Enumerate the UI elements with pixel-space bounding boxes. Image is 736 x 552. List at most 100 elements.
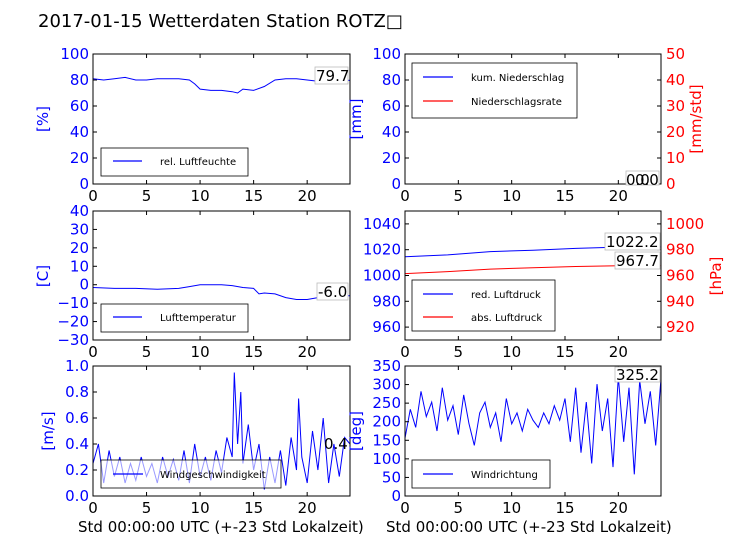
temperature-frame bbox=[92, 210, 351, 341]
ytick-label: 1000 bbox=[363, 267, 401, 285]
wind-direction-ylabel: [deg] bbox=[347, 411, 365, 451]
pressure-current-value-1: 1022.2 bbox=[606, 233, 659, 251]
ytick-label: 250 bbox=[372, 394, 401, 412]
wind-speed-legend-label: Windgeschwindigkeit bbox=[160, 470, 266, 481]
ytick-label-right: 50 bbox=[666, 45, 685, 63]
precipitation-legend bbox=[411, 62, 578, 119]
temperature-legend bbox=[100, 303, 249, 333]
ytick-label: 0.8 bbox=[65, 383, 89, 401]
ytick-label: 50 bbox=[382, 468, 401, 486]
xtick-label: 10 bbox=[191, 499, 210, 517]
pressure-current-box-1 bbox=[604, 232, 661, 251]
temperature-ylabel: [C] bbox=[34, 265, 52, 287]
ytick-label: 40 bbox=[70, 202, 89, 220]
ytick-label: 10 bbox=[70, 257, 89, 275]
xtick-label: 20 bbox=[298, 343, 317, 361]
ytick-label-right: 30 bbox=[666, 97, 685, 115]
ytick-label-right: 1000 bbox=[666, 215, 704, 233]
xtick-label: 15 bbox=[555, 187, 574, 205]
ytick-label-right: 40 bbox=[666, 71, 685, 89]
xtick-label: 20 bbox=[609, 499, 628, 517]
ytick-label-right: 960 bbox=[666, 267, 695, 285]
ytick-label: 1040 bbox=[363, 215, 401, 233]
humidity-legend-label: rel. Luftfeuchte bbox=[160, 157, 236, 168]
wind-direction-current-value: 325.2 bbox=[616, 366, 659, 384]
wind-direction-frame bbox=[404, 365, 662, 497]
ytick-label: 30 bbox=[70, 220, 89, 238]
temperature-legend-label: Lufttemperatur bbox=[160, 313, 237, 324]
xtick-label: 10 bbox=[191, 343, 210, 361]
pressure-ylabel-right: [hPa] bbox=[707, 257, 725, 296]
ytick-label: 40 bbox=[70, 123, 89, 141]
ytick-label: 100 bbox=[372, 450, 401, 468]
ytick-label-right: 920 bbox=[666, 318, 695, 336]
ytick-label-right: 20 bbox=[666, 123, 685, 141]
xtick-label: 0 bbox=[400, 187, 410, 205]
xtick-label: 0 bbox=[400, 499, 410, 517]
ytick-label: 40 bbox=[382, 123, 401, 141]
ytick-label-right: 0 bbox=[666, 175, 676, 193]
ytick-label: 1.0 bbox=[65, 357, 89, 375]
panel-humidity: 0 5 10 15 20 0 20 40 60 80 100 [%] rel. Luftfeucht… bbox=[34, 45, 351, 205]
xtick-label: 5 bbox=[454, 499, 464, 517]
precipitation-current-value: 0.0 bbox=[626, 171, 650, 189]
xtick-label: 20 bbox=[609, 343, 628, 361]
xtick-label: 15 bbox=[244, 499, 263, 517]
ytick-label: 0.6 bbox=[65, 409, 89, 427]
ytick-label: −10 bbox=[57, 294, 89, 312]
wind-direction-current-box bbox=[614, 366, 661, 383]
ytick-label: 20 bbox=[70, 239, 89, 257]
panel-wind-speed: 0 5 10 15 20 0.0 0.2 0.4 0.6 0.8 1.0 [m/s] Windges… bbox=[39, 357, 351, 517]
xtick-label: 15 bbox=[244, 187, 263, 205]
ytick-label: 0 bbox=[79, 175, 89, 193]
humidity-frame bbox=[92, 53, 351, 185]
xtick-label: 5 bbox=[454, 343, 464, 361]
ytick-label: 150 bbox=[372, 431, 401, 449]
pressure-legend-label-2: abs. Luftdruck bbox=[471, 313, 542, 324]
ytick-label: 80 bbox=[382, 71, 401, 89]
xtick-label: 15 bbox=[555, 499, 574, 517]
xtick-label: 20 bbox=[298, 187, 317, 205]
xtick-label: 20 bbox=[609, 187, 628, 205]
series-line-lufttemperatur bbox=[92, 284, 350, 300]
wind-speed-frame bbox=[92, 365, 351, 497]
temperature-current-box bbox=[316, 282, 349, 301]
ytick-label: −20 bbox=[57, 313, 89, 331]
wind-direction-legend-label: Windrichtung bbox=[471, 470, 538, 481]
ytick-label: 300 bbox=[372, 376, 401, 394]
precipitation-current-box bbox=[625, 170, 660, 186]
xtick-label: 15 bbox=[244, 343, 263, 361]
ytick-label: 20 bbox=[382, 149, 401, 167]
ytick-label-right: 980 bbox=[666, 241, 695, 259]
ytick-label: 980 bbox=[372, 292, 401, 310]
pressure-current-value-2: 967.7 bbox=[616, 252, 659, 270]
xtick-label: 10 bbox=[191, 187, 210, 205]
wind-speed-current-value: 0.4 bbox=[324, 435, 348, 453]
xtick-label: 5 bbox=[142, 499, 152, 517]
xtick-label: 5 bbox=[454, 187, 464, 205]
precipitation-axes: 0 5 10 15 20 0 20 40 60 80 100 0 10 20 30 40 50 bbox=[372, 45, 685, 205]
ytick-label-right: 10 bbox=[666, 149, 685, 167]
ytick-label: 0 bbox=[391, 175, 401, 193]
humidity-legend bbox=[100, 147, 249, 177]
panel-precipitation: 0 5 10 15 20 0 20 40 60 80 100 0 10 20 30 40 50 [mm] [mm… bbox=[347, 45, 705, 205]
ytick-label: 20 bbox=[70, 149, 89, 167]
ytick-label: 0.0 bbox=[65, 487, 89, 505]
humidity-current-box bbox=[314, 66, 349, 85]
ytick-label: 1020 bbox=[363, 241, 401, 259]
precipitation-legend-label-1: kum. Niederschlag bbox=[471, 73, 564, 84]
xtick-label: 0 bbox=[400, 343, 410, 361]
ytick-label: 100 bbox=[372, 45, 401, 63]
series-line-rel-luftfeuchte bbox=[92, 76, 351, 94]
ytick-label-right: 940 bbox=[666, 292, 695, 310]
pressure-current-box-2 bbox=[614, 251, 661, 270]
wind-speed-axes: 0 5 10 15 20 0.0 0.2 0.4 0.6 0.8 1.0 bbox=[65, 357, 317, 517]
ytick-label: 60 bbox=[70, 97, 89, 115]
xtick-label: 0 bbox=[88, 499, 98, 517]
xtick-label: 10 bbox=[502, 187, 521, 205]
pressure-legend bbox=[411, 279, 556, 332]
plot-humidity-lines bbox=[92, 76, 351, 94]
